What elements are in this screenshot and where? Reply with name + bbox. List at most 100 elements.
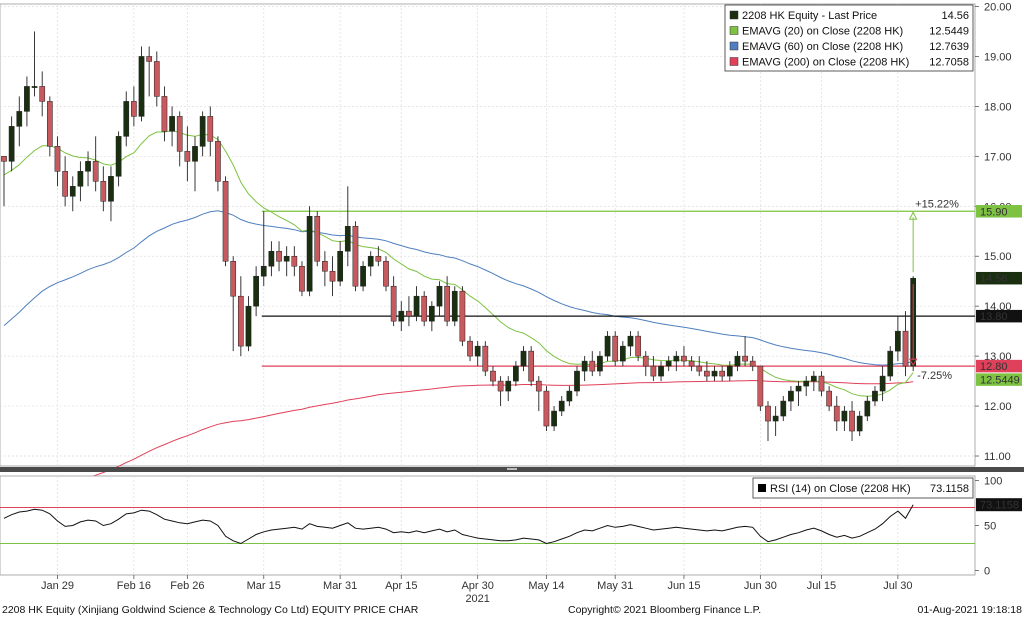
candle-body: [604, 335, 611, 357]
candle-body: [344, 226, 351, 252]
candle-body: [146, 56, 153, 62]
candle-body: [619, 345, 626, 362]
price-tag-label: 14.56: [980, 273, 1008, 285]
candle-body: [704, 370, 710, 377]
candle-body: [24, 86, 30, 112]
candle-body: [635, 335, 641, 357]
candle-body: [726, 365, 733, 377]
candle-body: [131, 101, 137, 117]
candle-body: [390, 285, 397, 322]
candle-body: [62, 171, 68, 197]
candle-body: [383, 260, 389, 287]
candle-body: [535, 380, 542, 392]
candle-body: [276, 250, 282, 262]
candle-body: [283, 255, 290, 262]
candle-body: [306, 216, 313, 292]
price-tag-box: [976, 309, 1022, 323]
candle-body: [54, 146, 61, 172]
candle-body: [711, 370, 718, 377]
candle-body: [46, 101, 53, 147]
candle-body: [329, 270, 336, 282]
candle-body: [207, 116, 214, 142]
candle-body: [92, 161, 99, 182]
candle-body: [673, 355, 680, 362]
candle-body: [650, 365, 657, 377]
candle-body: [459, 290, 466, 342]
candle-body: [153, 61, 160, 97]
candle-body: [299, 265, 305, 292]
x-tick-label: Jun 30: [744, 580, 777, 592]
footer-timestamp: 01-Aug-2021 19:18:18: [917, 604, 1022, 616]
candle-body: [520, 350, 527, 367]
x-year-label: 2021: [465, 593, 489, 605]
candle-body: [222, 181, 229, 262]
candle-body: [833, 405, 840, 422]
x-axis: Jan 29 Feb 16 Feb 26 Mar 15 Mar 31 Apr 15 Apr …: [41, 575, 913, 605]
candle-body: [398, 310, 405, 322]
x-tick-label: Feb 26: [170, 580, 204, 592]
candle-body: [444, 285, 450, 322]
price-tag-box: [976, 359, 1022, 373]
candle-body: [161, 96, 168, 132]
candle-body: [558, 400, 565, 412]
candle-body: [581, 360, 588, 372]
price-y-tick-label: 11.00: [984, 451, 1011, 463]
candle-body: [497, 380, 504, 392]
candle-body: [788, 390, 794, 402]
price-y-tick-label: 15.00: [984, 251, 1012, 263]
candle-body: [436, 285, 443, 307]
price-tag-label: 15.90: [980, 206, 1008, 218]
legend-swatch: [729, 57, 739, 66]
candle-body: [237, 295, 244, 347]
candle-body: [528, 350, 535, 382]
x-tick-label: Mar 15: [247, 580, 281, 592]
candle-body: [696, 365, 703, 372]
candle-body: [795, 385, 802, 392]
candle-body: [39, 86, 46, 102]
price-tag-box: [976, 205, 1022, 218]
legend-swatch: [729, 10, 739, 20]
candle-body: [352, 226, 359, 287]
candle-body: [719, 370, 726, 377]
candle-body: [406, 310, 412, 317]
candle-body: [826, 390, 832, 407]
candle-body: [421, 295, 428, 322]
candle-body: [428, 305, 435, 322]
candle-body: [176, 116, 183, 152]
downside-percent-label: -7.25%: [917, 370, 952, 382]
candle-body: [551, 410, 557, 427]
x-tick-label: May 14: [528, 580, 564, 592]
candle-body: [757, 365, 764, 407]
price-y-tick-label: 12.00: [984, 401, 1012, 413]
rsi-y-tick-label: 100: [984, 476, 1002, 488]
candle-body: [169, 116, 175, 132]
candle-body: [505, 380, 512, 392]
candle-body: [360, 265, 366, 287]
legend-value: 12.7639: [929, 41, 969, 53]
candle-body: [772, 415, 779, 422]
chart-legends: 2208 HK Equity - Last Price 14.56 EMAVG (2…: [724, 4, 974, 499]
rsi-legend-swatch: [758, 484, 766, 492]
rsi-legend-label: RSI (14) on Close (2208 HK): [770, 483, 911, 495]
candle-body: [566, 390, 573, 402]
candle-body: [574, 370, 580, 392]
candle-body: [627, 335, 634, 347]
legend-label: 2208 HK Equity - Last Price: [742, 10, 877, 22]
candle-body: [337, 250, 344, 282]
legend-value: 14.56: [941, 10, 969, 22]
candle-body: [115, 136, 122, 177]
candle-body: [818, 375, 825, 392]
candle-body: [887, 350, 894, 377]
candle-body: [856, 415, 863, 432]
ema-60-line: [3, 210, 914, 366]
legend-label: EMAVG (20) on Close (2208 HK): [742, 26, 903, 38]
candle-body: [474, 345, 481, 357]
candle-body: [895, 330, 901, 352]
panel-divider[interactable]: [0, 467, 1024, 472]
rsi-tag-box: [976, 498, 1022, 512]
price-tag-box: [976, 373, 1022, 386]
downside-arrow-head: [908, 358, 918, 367]
candle-body: [138, 56, 145, 117]
candle-body: [612, 335, 619, 362]
panel-divider-handle: [507, 468, 517, 470]
